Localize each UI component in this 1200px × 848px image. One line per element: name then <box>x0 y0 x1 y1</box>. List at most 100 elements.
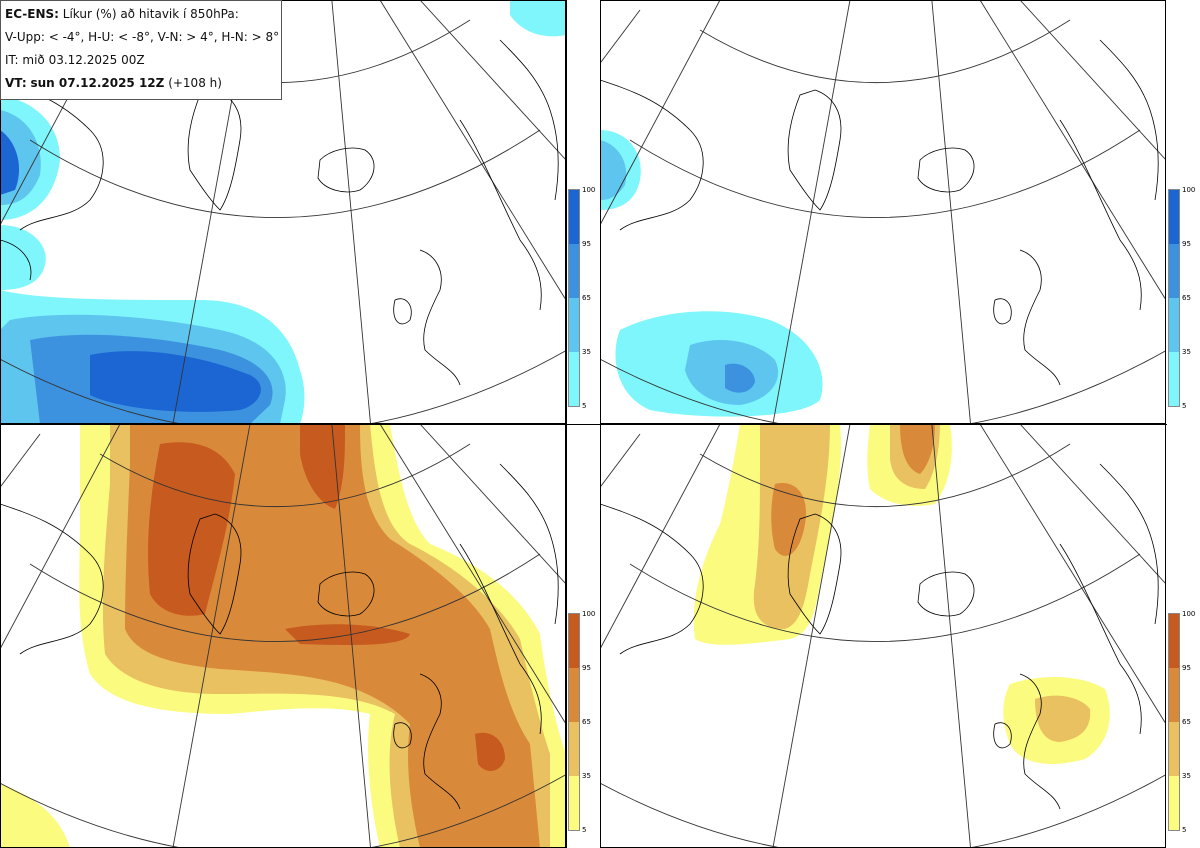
prob-100-d <box>475 732 505 771</box>
probability-map-warm-8 <box>600 424 1166 848</box>
graticule <box>0 424 566 848</box>
norway-coast <box>459 119 542 311</box>
colorbar-tick: 5 <box>1182 826 1187 834</box>
probability-field <box>0 0 566 424</box>
colorbar-tick: 35 <box>582 772 591 780</box>
colorbar-orange-bottom-left: 100 95 65 35 5 <box>568 610 608 835</box>
colorbar-segment <box>569 352 579 406</box>
colorbar-segment <box>569 614 579 668</box>
colorbar-segment <box>1169 776 1179 830</box>
graticule <box>600 424 1166 848</box>
valid-time: sun 07.12.2025 12Z <box>30 76 165 90</box>
britain-coast <box>1019 249 1061 386</box>
colorbar-segment <box>569 190 579 244</box>
prob-35-w <box>0 225 46 290</box>
ireland-coast <box>993 298 1012 325</box>
colorbar-tick: 95 <box>1182 664 1191 672</box>
colorbar-segment <box>1169 298 1179 352</box>
greenland-coast <box>187 89 242 211</box>
prob-35-ne <box>510 0 566 37</box>
product-title: Líkur (%) að hitavik í 850hPa: <box>62 7 239 21</box>
model-name: EC-ENS: <box>5 7 59 21</box>
scandinavia-coast <box>1099 463 1159 625</box>
iceland-coast <box>917 147 975 193</box>
prob-35-sw <box>0 784 70 848</box>
colorbar-orange-bottom-right: 100 95 65 35 5 <box>1168 610 1200 835</box>
colorbar-tick: 65 <box>1182 718 1191 726</box>
prob-100-nw <box>0 130 20 195</box>
colorbar-tick: 100 <box>1182 186 1196 194</box>
prob-100 <box>90 351 261 412</box>
colorbar-tick: 95 <box>582 664 591 672</box>
colorbar-segment <box>569 668 579 722</box>
greenland-coast <box>787 89 842 211</box>
prob-95-greenland <box>771 483 806 556</box>
colorbar-tick: 5 <box>1182 402 1187 410</box>
info-title-line: EC-ENS: Líkur (%) að hitavik í 850hPa: <box>5 6 277 29</box>
colorbar-blue-top-left: 100 95 65 35 5 <box>568 186 608 411</box>
prob-65-nw <box>600 140 627 200</box>
probability-field <box>693 424 1110 764</box>
canada-coast <box>600 503 704 655</box>
colorbar-segment <box>1169 190 1179 244</box>
prob-65-britain <box>1035 695 1091 742</box>
coastlines <box>600 463 1159 810</box>
iceland-coast <box>917 571 975 617</box>
ireland-coast <box>993 722 1012 749</box>
thresholds-line: V-Upp: < -4°, H-U: < -8°, V-N: > 4°, H-N… <box>5 30 280 44</box>
colorbar-tick: 5 <box>582 826 587 834</box>
colorbar-tick: 95 <box>582 240 591 248</box>
colorbar-tick: 65 <box>1182 294 1191 302</box>
colorbar-tick: 35 <box>582 348 591 356</box>
colorbar-blue-top-right: 100 95 65 35 5 <box>1168 186 1200 411</box>
colorbar-strip <box>1168 189 1180 407</box>
colorbar-strip <box>568 613 580 831</box>
valid-label: VT: <box>5 76 27 90</box>
initial-time: IT: mið 03.12.2025 00Z <box>5 53 145 67</box>
britain-coast <box>419 673 461 810</box>
colorbar-tick: 95 <box>1182 240 1191 248</box>
colorbar-segment <box>1169 352 1179 406</box>
ireland-coast <box>393 298 412 325</box>
iceland-coast <box>317 571 375 617</box>
map-panel-top-left <box>0 0 566 424</box>
colorbar-segment <box>1169 614 1179 668</box>
colorbar-segment <box>1169 668 1179 722</box>
prob-100-a <box>148 442 235 616</box>
canada-coast <box>600 79 704 231</box>
canada-coast <box>0 503 104 655</box>
colorbar-strip <box>1168 613 1180 831</box>
britain-coast <box>1019 673 1061 810</box>
colorbar-tick: 35 <box>1182 348 1191 356</box>
horizontal-divider <box>0 424 1167 425</box>
norway-coast <box>459 543 542 735</box>
valid-time-line: VT: sun 07.12.2025 12Z (+108 h) <box>5 75 277 98</box>
prob-95 <box>725 363 755 393</box>
colorbar-segment <box>569 244 579 298</box>
scandinavia-coast <box>1099 39 1159 201</box>
lead-time: (+108 h) <box>168 76 222 90</box>
map-panel-top-right <box>600 0 1166 424</box>
colorbar-tick: 100 <box>582 186 596 194</box>
norway-coast <box>1059 543 1142 735</box>
colorbar-tick: 100 <box>582 610 596 618</box>
colorbar-segment <box>569 298 579 352</box>
probability-map-cold-8 <box>600 0 1166 424</box>
scandinavia-coast <box>499 39 559 201</box>
iceland-coast <box>317 147 375 193</box>
colorbar-tick: 5 <box>582 402 587 410</box>
coastlines <box>0 463 559 810</box>
graticule <box>600 0 1166 424</box>
forecast-info-box: EC-ENS: Líkur (%) að hitavik í 850hPa: V… <box>0 0 282 100</box>
probability-field <box>600 130 823 417</box>
norway-coast <box>1059 119 1142 311</box>
probability-map-cold-4 <box>0 0 566 424</box>
colorbar-tick: 65 <box>582 718 591 726</box>
scandinavia-coast <box>499 463 559 625</box>
greenland-coast <box>187 513 242 635</box>
coastlines <box>0 39 559 386</box>
colorbar-segment <box>569 722 579 776</box>
greenland-coast <box>787 513 842 635</box>
britain-coast <box>419 249 461 386</box>
colorbar-segment <box>1169 722 1179 776</box>
